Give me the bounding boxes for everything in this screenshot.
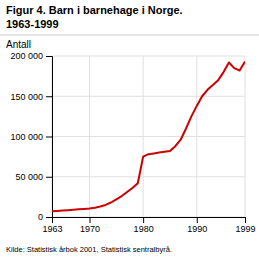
plot-area (52, 62, 245, 212)
source: Kilde: Statistisk årbok 2001, Statistisk… (6, 245, 172, 254)
y-axis-tick-label: 200 000 (10, 51, 43, 61)
y-grid-line (52, 56, 245, 57)
x-grid-line (245, 56, 246, 217)
y-axis-tick: 150 000 (10, 92, 52, 102)
x-axis-tick: 1990 (187, 217, 207, 234)
y-grid-line (52, 136, 245, 137)
x-grid-line (143, 56, 144, 217)
x-axis-tick-label: 1963 (42, 224, 62, 234)
x-grid-line (89, 56, 90, 217)
y-axis-tick-mark (46, 96, 52, 97)
x-axis-tick: 1970 (80, 217, 100, 234)
y-axis-tick: 0 (38, 212, 52, 222)
x-axis-tick-label: 1990 (187, 224, 207, 234)
x-axis-tick: 1963 (42, 217, 62, 234)
y-axis-tick-label: 150 000 (10, 92, 43, 102)
y-axis-tick-label: 100 000 (10, 132, 43, 142)
y-axis-label: Antall (6, 39, 31, 50)
x-axis-tick: 1980 (134, 217, 154, 234)
y-axis-tick-mark (46, 56, 52, 57)
x-axis-tick-mark (245, 217, 246, 223)
y-grid-line (52, 176, 245, 177)
y-grid-line (52, 96, 245, 97)
y-axis-tick-label: 50 000 (15, 172, 43, 182)
chart-container: Figur 4. Barn i barnehage i Norge. 1963-1… (0, 0, 259, 257)
separator (0, 35, 259, 36)
x-axis-tick-label: 1980 (134, 224, 154, 234)
grid (52, 56, 245, 217)
y-axis-tick-mark (46, 137, 52, 138)
y-axis-line (46, 57, 53, 218)
y-axis-tick: 200 000 (10, 51, 52, 61)
x-axis-tick-mark (143, 217, 144, 223)
x-axis-tick-label: 1999 (235, 224, 255, 234)
y-axis-tick-mark (46, 177, 52, 178)
x-axis-tick-label: 1970 (80, 224, 100, 234)
x-axis: 1963 1970 1980 1990 1999 (42, 217, 255, 234)
x-axis-tick: 1999 (235, 217, 255, 234)
chart: Figur 4. Barn i barnehage i Norge. 1963-1… (0, 0, 259, 257)
x-axis-tick-mark (197, 217, 198, 223)
y-axis-tick: 50 000 (15, 172, 52, 182)
x-axis-tick-mark (90, 217, 91, 223)
title: Figur 4. Barn i barnehage i Norge. (6, 4, 183, 16)
y-axis-tick: 100 000 (10, 132, 52, 142)
y-axis-tick-mark (46, 217, 52, 218)
line (52, 62, 245, 212)
x-grid-line (196, 56, 197, 217)
subtitle: 1963-1999 (6, 18, 59, 30)
y-axis: 0 50 000 100 000 150 000 200 000 (10, 51, 52, 222)
x-axis-line (53, 218, 246, 224)
y-axis-tick-label: 0 (38, 212, 43, 222)
